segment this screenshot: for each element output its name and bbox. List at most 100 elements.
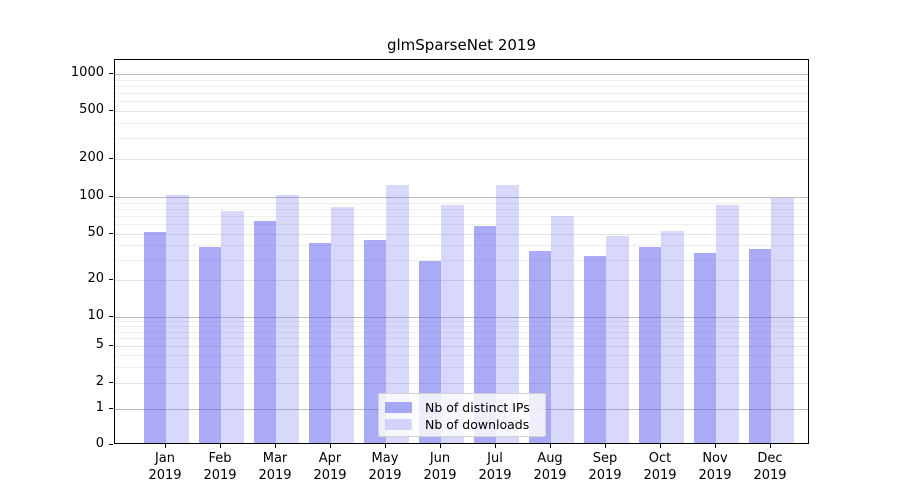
minor-gridline xyxy=(115,93,808,94)
y-tick-label: 100 xyxy=(79,188,104,203)
x-tick xyxy=(439,444,441,448)
x-tick-label: Apr 2019 xyxy=(313,451,347,483)
x-tick-label: Jan 2019 xyxy=(148,451,182,483)
y-tick-label: 500 xyxy=(79,102,104,117)
minor-gridline xyxy=(115,326,808,328)
y-tick xyxy=(109,72,113,74)
major-gridline xyxy=(115,197,808,198)
bar-downloads-aug xyxy=(551,216,574,443)
y-tick xyxy=(109,195,113,197)
x-tick-label: Nov 2019 xyxy=(698,451,732,483)
y-tick xyxy=(109,109,113,111)
bar-downloads-nov xyxy=(716,204,739,443)
legend: Nb of distinct IPs Nb of downloads xyxy=(378,393,546,437)
minor-gridline xyxy=(115,338,808,340)
x-tick xyxy=(604,444,606,448)
y-tick xyxy=(109,344,113,346)
major-gridline xyxy=(115,74,808,75)
legend-entry-downloads: Nb of downloads xyxy=(385,416,545,433)
y-tick-label: 10 xyxy=(87,308,104,323)
y-tick xyxy=(109,381,113,383)
y-tick-label: 200 xyxy=(79,150,104,165)
y-tick-label: 50 xyxy=(87,225,104,240)
bar-distinct-ips-nov xyxy=(693,252,716,443)
bar-distinct-ips-mar xyxy=(253,221,276,443)
bar-downloads-jan xyxy=(166,195,189,443)
x-tick xyxy=(384,444,386,448)
bar-downloads-may xyxy=(386,185,409,443)
x-tick-label: May 2019 xyxy=(368,451,402,483)
bar-distinct-ips-feb xyxy=(198,247,221,443)
minor-gridline xyxy=(115,137,808,139)
minor-gridline xyxy=(115,85,808,87)
x-tick-label: Feb 2019 xyxy=(203,451,237,483)
minor-gridline xyxy=(115,216,808,217)
minor-gridline xyxy=(115,245,808,247)
x-tick-label: Dec 2019 xyxy=(753,451,787,483)
x-tick-label: Jul 2019 xyxy=(478,451,512,483)
minor-gridline xyxy=(115,208,808,210)
minor-gridline xyxy=(115,331,808,333)
legend-label: Nb of distinct IPs xyxy=(425,399,530,415)
y-tick-label: 0 xyxy=(95,436,104,451)
y-tick-label: 5 xyxy=(95,337,104,352)
x-tick-label: Jun 2019 xyxy=(423,451,457,483)
bar-downloads-dec xyxy=(771,198,794,443)
y-tick-label: 1 xyxy=(95,400,104,415)
minor-gridline xyxy=(115,355,808,356)
bar-downloads-mar xyxy=(276,195,299,443)
x-tick-label: Aug 2019 xyxy=(533,451,567,483)
x-tick xyxy=(494,444,496,448)
y-tick xyxy=(109,232,113,234)
gridline xyxy=(115,234,808,235)
gridline xyxy=(115,111,808,112)
x-tick xyxy=(659,444,661,448)
bar-distinct-ips-apr xyxy=(308,243,331,443)
minor-gridline xyxy=(115,122,808,124)
bar-distinct-ips-oct xyxy=(638,247,661,443)
minor-gridline xyxy=(115,321,808,323)
legend-entry-distinct-ips: Nb of distinct IPs xyxy=(385,399,545,416)
y-tick xyxy=(109,315,113,317)
y-tick xyxy=(109,443,113,445)
bar-downloads-jul xyxy=(496,185,519,443)
legend-swatch-distinct-ips xyxy=(385,402,412,413)
minor-gridline xyxy=(115,259,808,261)
x-tick-label: Sep 2019 xyxy=(588,451,622,483)
x-tick xyxy=(219,444,221,448)
gridline xyxy=(115,383,808,384)
minor-gridline xyxy=(115,224,808,226)
bar-distinct-ips-may xyxy=(363,239,386,443)
x-tick xyxy=(164,444,166,448)
bar-distinct-ips-dec xyxy=(748,248,771,443)
x-tick xyxy=(274,444,276,448)
y-tick xyxy=(109,407,113,409)
x-tick xyxy=(549,444,551,448)
minor-gridline xyxy=(115,366,808,368)
plot-area xyxy=(114,59,809,444)
y-tick-label: 2 xyxy=(95,374,104,389)
x-tick xyxy=(329,444,331,448)
minor-gridline xyxy=(115,202,808,204)
gridline xyxy=(115,346,808,347)
bar-downloads-feb xyxy=(221,211,244,443)
gridline xyxy=(115,280,808,281)
bar-downloads-jun xyxy=(441,204,464,443)
bar-downloads-sep xyxy=(606,236,629,443)
minor-gridline xyxy=(115,101,808,103)
bar-downloads-oct xyxy=(661,230,684,443)
bar-downloads-apr xyxy=(331,206,354,443)
x-tick-label: Mar 2019 xyxy=(258,451,292,483)
x-tick-label: Oct 2019 xyxy=(643,451,677,483)
x-tick xyxy=(769,444,771,448)
bar-distinct-ips-sep xyxy=(583,256,606,443)
gridline xyxy=(115,159,808,160)
y-tick xyxy=(109,278,113,280)
y-tick-label: 1000 xyxy=(70,65,104,80)
y-tick xyxy=(109,157,113,159)
legend-swatch-downloads xyxy=(385,419,412,430)
bar-distinct-ips-jul xyxy=(473,226,496,443)
x-tick xyxy=(714,444,716,448)
bar-distinct-ips-jan xyxy=(143,232,166,443)
